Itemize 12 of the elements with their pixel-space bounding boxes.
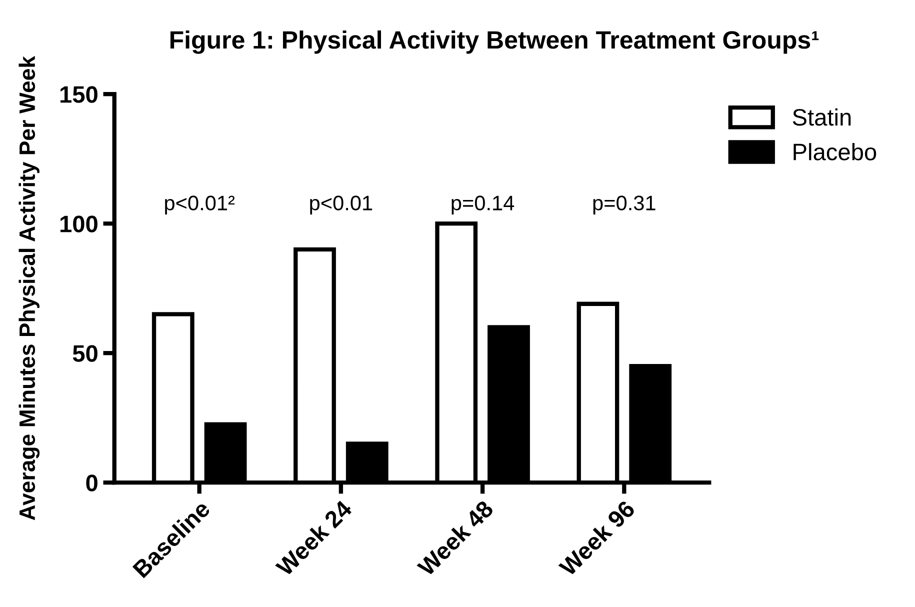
legend-label: Placebo [794,143,876,160]
annotation: p<0.01 [310,196,372,215]
y-tick-label: 50 [72,345,98,362]
legend-label: Statin [792,108,851,126]
y-tick-label: 100 [60,216,98,232]
y-axis-title: Average Minutes Physical Activity Per Week [18,56,40,520]
y-tick-label: 150 [60,86,98,103]
chart-title: Figure 1: Physical Activity Between Treatment Groups¹ [170,30,819,54]
y-tick-label: 0 [86,474,98,492]
annotation: p=0.14 [452,196,514,215]
annotation: p=0.31 [593,196,656,215]
annotation: p<0.01² [165,196,235,215]
